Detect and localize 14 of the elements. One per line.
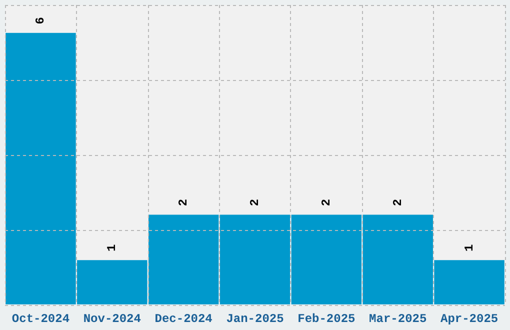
x-tick-label: Dec-2024 bbox=[154, 312, 212, 326]
data-label: 2 bbox=[319, 198, 334, 206]
x-tick-label: Apr-2025 bbox=[440, 312, 498, 326]
x-tick-label: Oct-2024 bbox=[12, 312, 70, 326]
x-tick-label: Feb-2025 bbox=[298, 312, 356, 326]
data-label: 2 bbox=[248, 198, 262, 206]
data-label: 1 bbox=[462, 244, 476, 252]
data-label: 6 bbox=[34, 17, 48, 24]
data-label: 2 bbox=[176, 198, 191, 206]
data-label: 1 bbox=[105, 244, 120, 252]
x-tick-label: Nov-2024 bbox=[83, 312, 141, 326]
x-tick-label: Mar-2025 bbox=[369, 312, 427, 326]
data-label: 2 bbox=[390, 198, 405, 206]
x-tick-label: Jan-2025 bbox=[226, 312, 284, 326]
